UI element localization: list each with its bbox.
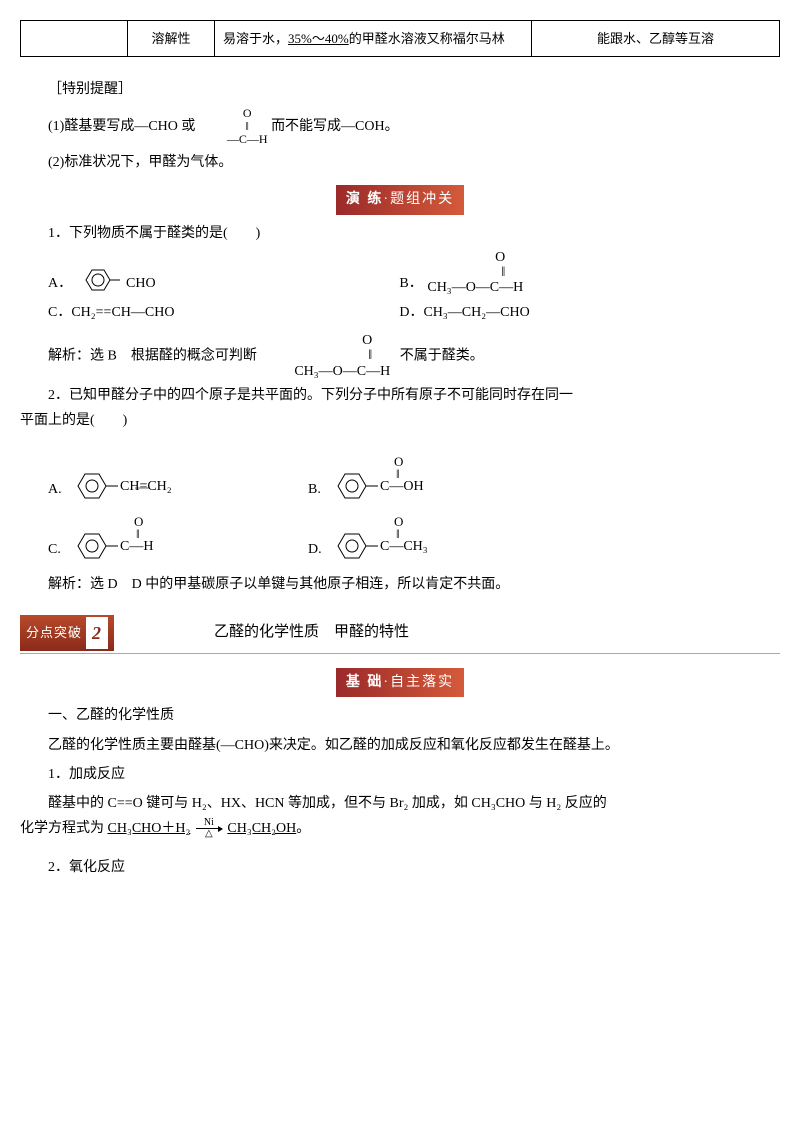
dbl: ‖: [340, 348, 372, 363]
cell-desc2: 能跟水、乙醇等互溶: [532, 21, 780, 57]
b: 演 练: [346, 192, 384, 207]
svg-text:A.: A.: [48, 482, 62, 497]
q2-options-img: A. CH=CH₂ B. O ‖ C—OH C.: [48, 448, 780, 568]
q1-opt-d: D．CH₃—CH₂—CHO: [399, 300, 750, 325]
benzene-icon: [76, 264, 126, 296]
p-2b: 化学方程式为 CH₃CHO＋H₂ Ni △ CH₃CH₂OH。: [20, 816, 780, 841]
b: 基 础: [346, 675, 384, 690]
cell-desc1: 易溶于水，35%～40%的甲醛水溶液又称福尔马林: [215, 21, 532, 57]
q1-stem: 1．下列物质不属于醛类的是( ): [20, 221, 780, 246]
txt-underline: 35%～40%: [288, 31, 349, 46]
r: ·自主落实: [383, 675, 454, 690]
txt: 易溶于水，: [223, 31, 288, 46]
lbl: A．: [48, 271, 76, 296]
reminder-1: (1)醛基要写成—CHO 或 O ‖ —C—H 而不能写成—COH。: [20, 107, 780, 147]
cond-top: Ni: [204, 818, 214, 828]
svg-text:C—OH: C—OH: [380, 479, 424, 494]
cell-prop: 溶解性: [128, 21, 215, 57]
cho-struct: O ‖ —C—H: [199, 107, 268, 147]
section-2-header: 分点突破 2 乙醛的化学性质 甲醛的特性: [20, 615, 780, 651]
o: O: [495, 250, 505, 265]
txt: 的甲醛水溶液又称福尔马林: [349, 31, 505, 46]
band-practice: 演 练·题组冲关: [20, 185, 780, 214]
o: O: [215, 107, 252, 120]
q1-options: A． CHO B． O ‖ CH₃—O—C—H C．CH₂==CH—CHO D．…: [48, 250, 780, 329]
svg-text:C—H: C—H: [120, 539, 153, 554]
txt: CHO: [126, 271, 156, 296]
solubility-table: 溶解性 易溶于水，35%～40%的甲醛水溶液又称福尔马林 能跟水、乙醇等互溶: [20, 20, 780, 57]
r: ·题组冲关: [383, 192, 454, 207]
q1-opt-b: B． O ‖ CH₃—O—C—H: [399, 250, 750, 296]
badge-num: 2: [86, 617, 108, 649]
p-2a: 醛基中的 C==O 键可与 H₂、HX、HCN 等加成，但不与 Br₂ 加成，如…: [20, 791, 780, 816]
h-3: 2．氧化反应: [20, 855, 780, 880]
q2-stem1: 2．已知甲醛分子中的四个原子是共平面的。下列分子中所有原子不可能同时存在同一: [20, 383, 780, 408]
txt: (1)醛基要写成—CHO 或: [48, 119, 195, 134]
svg-text:D.: D.: [308, 542, 322, 557]
h-1: 一、乙醛的化学性质: [20, 703, 780, 728]
chain: —C—H: [199, 133, 268, 146]
ester-struct: O ‖ CH₃—O—C—H: [266, 333, 390, 379]
q2-stem2: 平面上的是( ): [20, 408, 780, 433]
dbl: ‖: [218, 120, 249, 133]
cond-bot: △: [205, 829, 213, 839]
line: CH₃—O—C—H: [266, 364, 390, 379]
arrow-line: [196, 828, 222, 829]
txt: 解析：选 B 根据醛的概念可判断: [48, 348, 257, 363]
dbl: ‖: [501, 265, 505, 280]
p-1: 乙醛的化学性质主要由醛基(—CHO)来决定。如乙醛的加成反应和氧化反应都发生在醛…: [20, 733, 780, 758]
txt: 而不能写成—COH。: [271, 119, 399, 134]
badge: 分点突破 2: [20, 615, 114, 651]
lbl: B．: [399, 271, 427, 296]
txt: C．CH₂==CH—CHO: [48, 300, 174, 325]
eq-left: CH₃CHO＋H₂: [108, 821, 191, 836]
txt: 化学方程式为: [20, 821, 108, 836]
svg-text:C.: C.: [48, 542, 61, 557]
reaction-arrow: Ni △: [196, 818, 222, 839]
ester-struct: O ‖ CH₃—O—C—H: [427, 250, 523, 296]
svg-text:C—CH₃: C—CH₃: [380, 539, 428, 554]
period: 。: [296, 821, 310, 836]
h-2: 1．加成反应: [20, 762, 780, 787]
reminder-2: (2)标准状况下，甲醛为气体。: [20, 150, 780, 175]
q1-opt-c: C．CH₂==CH—CHO: [48, 300, 399, 325]
badge-txt: 分点突破: [26, 621, 82, 644]
q2-answer: 解析：选 D D 中的甲基碳原子以单键与其他原子相连，所以肯定不共面。: [20, 572, 780, 597]
cell-blank: [21, 21, 128, 57]
o: O: [334, 333, 372, 348]
txt: 不属于醛类。: [400, 348, 484, 363]
hr: [20, 653, 780, 654]
band-basic: 基 础·自主落实: [20, 668, 780, 697]
reminder-head: ［特别提醒］: [20, 77, 780, 102]
line: CH₃—O—C—H: [427, 280, 523, 295]
q2-structures: A. CH=CH₂ B. O ‖ C—OH C.: [48, 448, 608, 568]
eq-right: CH₃CH₂OH: [227, 821, 296, 836]
txt: D．CH₃—CH₂—CHO: [399, 300, 529, 325]
svg-text:CH=CH₂: CH=CH₂: [120, 479, 172, 494]
q1-answer: 解析：选 B 根据醛的概念可判断 O ‖ CH₃—O—C—H 不属于醛类。: [20, 333, 780, 379]
band-label: 基 础·自主落实: [336, 668, 464, 697]
band-label: 演 练·题组冲关: [336, 185, 464, 214]
q1-opt-a: A． CHO: [48, 250, 399, 296]
svg-text:B.: B.: [308, 482, 321, 497]
section-title: 乙醛的化学性质 甲醛的特性: [214, 619, 409, 646]
